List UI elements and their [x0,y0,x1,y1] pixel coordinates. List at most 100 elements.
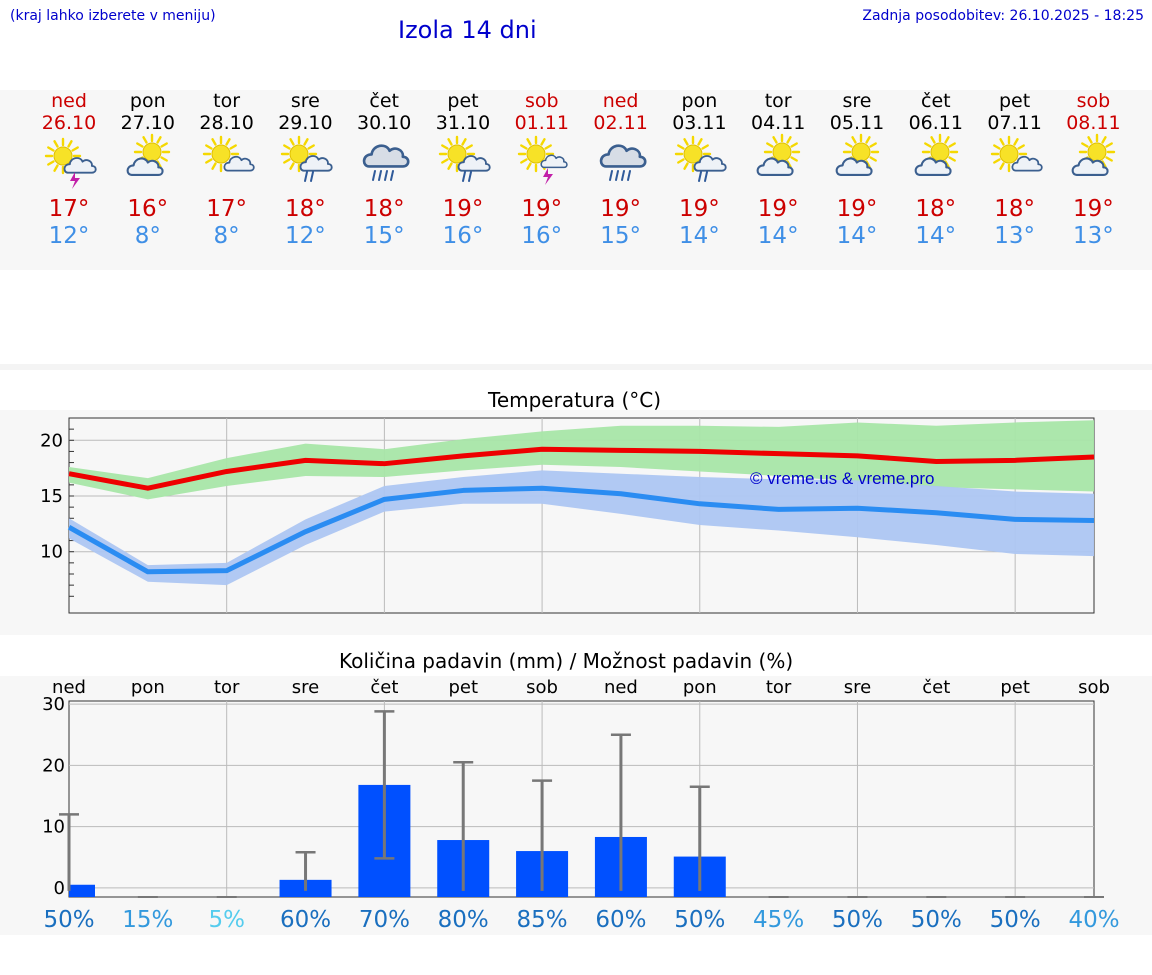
day-name: ned [602,90,639,112]
rain-probability-label: 50% [832,907,883,933]
partly-cloudy-icon [756,133,801,176]
page-title: Izola 14 dni [398,16,537,44]
day-column: sob 01.11 19° 16° [503,90,581,250]
day-column: sre 29.10 18° 12° [266,90,344,250]
rain-day-label: tor [766,677,792,698]
day-name: tor [213,90,241,112]
day-date: 01.11 [514,112,569,134]
day-date: 30.10 [356,112,412,134]
temp-y-tick: 10 [40,542,63,563]
day-name: sob [1076,90,1111,112]
cloud-rain-icon [599,144,647,181]
day-date: 07.11 [987,112,1042,134]
day-name: čet [369,90,399,112]
sun-cloud-thunder-icon [44,137,97,189]
rain-day-label: pet [1000,677,1030,698]
temp-line-tmax [68,446,1095,491]
rain-probability-label: 70% [359,907,410,933]
day-max-temp: 18° [994,196,1035,222]
day-column: sob 08.11 19° 13° [1054,90,1132,250]
day-min-temp: 13° [994,223,1035,249]
rain-bar [69,884,95,897]
day-max-temp: 19° [836,196,878,222]
rain-probability-label: 85% [517,907,568,933]
day-name: sre [290,90,320,112]
day-column: pon 27.10 16° 8° [109,90,187,250]
day-date: 06.11 [908,112,963,134]
day-column: čet 06.11 18° 14° [897,90,975,250]
day-date: 29.10 [278,112,333,134]
rain-probability-label: 50% [674,907,725,933]
day-min-temp: 14° [679,223,720,249]
rain-day-label: sre [844,677,871,698]
day-max-temp: 19° [600,196,641,222]
partly-cloudy-icon [914,133,958,176]
rain-probability-label: 80% [438,907,489,933]
day-max-temp: 19° [679,196,720,222]
rain-day-label: čet [370,677,398,698]
day-min-temp: 12° [48,223,90,249]
sun-small-cloud-icon [990,135,1043,173]
day-date: 03.11 [672,112,727,134]
day-date: 28.10 [199,112,254,134]
day-name: pet [447,90,479,112]
day-column: ned 02.11 19° 15° [582,90,660,250]
day-max-temp: 18° [363,196,405,222]
sun-thunder-icon [517,135,568,185]
day-min-temp: 16° [442,223,484,249]
rain-probability-label: 60% [280,907,331,933]
day-column: pet 31.10 19° 16° [424,90,502,250]
day-min-temp: 15° [600,223,641,249]
precipitation-chart-title: Količina padavin (mm) / Možnost padavin … [339,649,794,673]
day-max-temp: 17° [48,196,90,222]
day-column: pon 03.11 19° 14° [660,90,738,250]
forecast-days-panel [0,90,1152,270]
rain-probability-label: 40% [1068,907,1119,933]
day-max-temp: 16° [127,196,169,222]
day-max-temp: 17° [206,196,247,222]
rain-day-label: pon [131,677,165,698]
chart-copyright: © vreme.us & vreme.pro [750,469,934,488]
day-date: 08.11 [1066,112,1121,134]
sun-cloud-rain-icon [675,135,728,182]
day-min-temp: 8° [213,223,240,249]
section-divider [0,364,1152,370]
partly-cloudy-icon [126,133,170,176]
rain-y-tick: 10 [42,817,65,838]
day-min-temp: 13° [1073,223,1114,249]
day-date: 27.10 [120,112,175,134]
temperature-chart-title: Temperatura (°C) [488,388,662,412]
day-date: 26.10 [41,112,97,134]
day-date: 05.11 [829,112,885,134]
day-max-temp: 19° [442,196,484,222]
rain-day-label: sob [526,677,558,698]
day-max-temp: 18° [915,196,957,222]
day-column: ned 26.10 17° 12° [30,90,108,250]
rain-y-tick: 30 [42,694,65,715]
rain-day-label: ned [604,677,638,698]
day-date: 04.11 [750,112,806,134]
rain-day-label: čet [922,677,950,698]
day-name: pon [129,90,166,112]
day-min-temp: 15° [363,223,405,249]
day-max-temp: 19° [521,196,563,222]
day-max-temp: 18° [285,196,326,222]
day-column: tor 04.11 19° 14° [739,90,817,250]
rain-probability-label: 50% [43,907,94,933]
rain-day-label: ned [52,677,86,698]
cloud-rain-icon [362,144,410,181]
location-menu-hint: (kraj lahko izberete v meniju) [10,8,216,24]
rain-y-tick: 0 [54,878,65,899]
day-min-temp: 14° [757,223,799,249]
day-date: 02.11 [593,112,648,134]
day-column: tor 28.10 17° 8° [188,90,266,250]
day-name: tor [764,90,792,112]
rain-day-label: pon [683,677,717,698]
day-name: ned [51,90,87,112]
rain-y-tick: 20 [42,755,65,776]
rain-plot-area [68,700,1095,898]
day-max-temp: 19° [757,196,799,222]
sun-cloud-rain-icon [281,135,334,182]
